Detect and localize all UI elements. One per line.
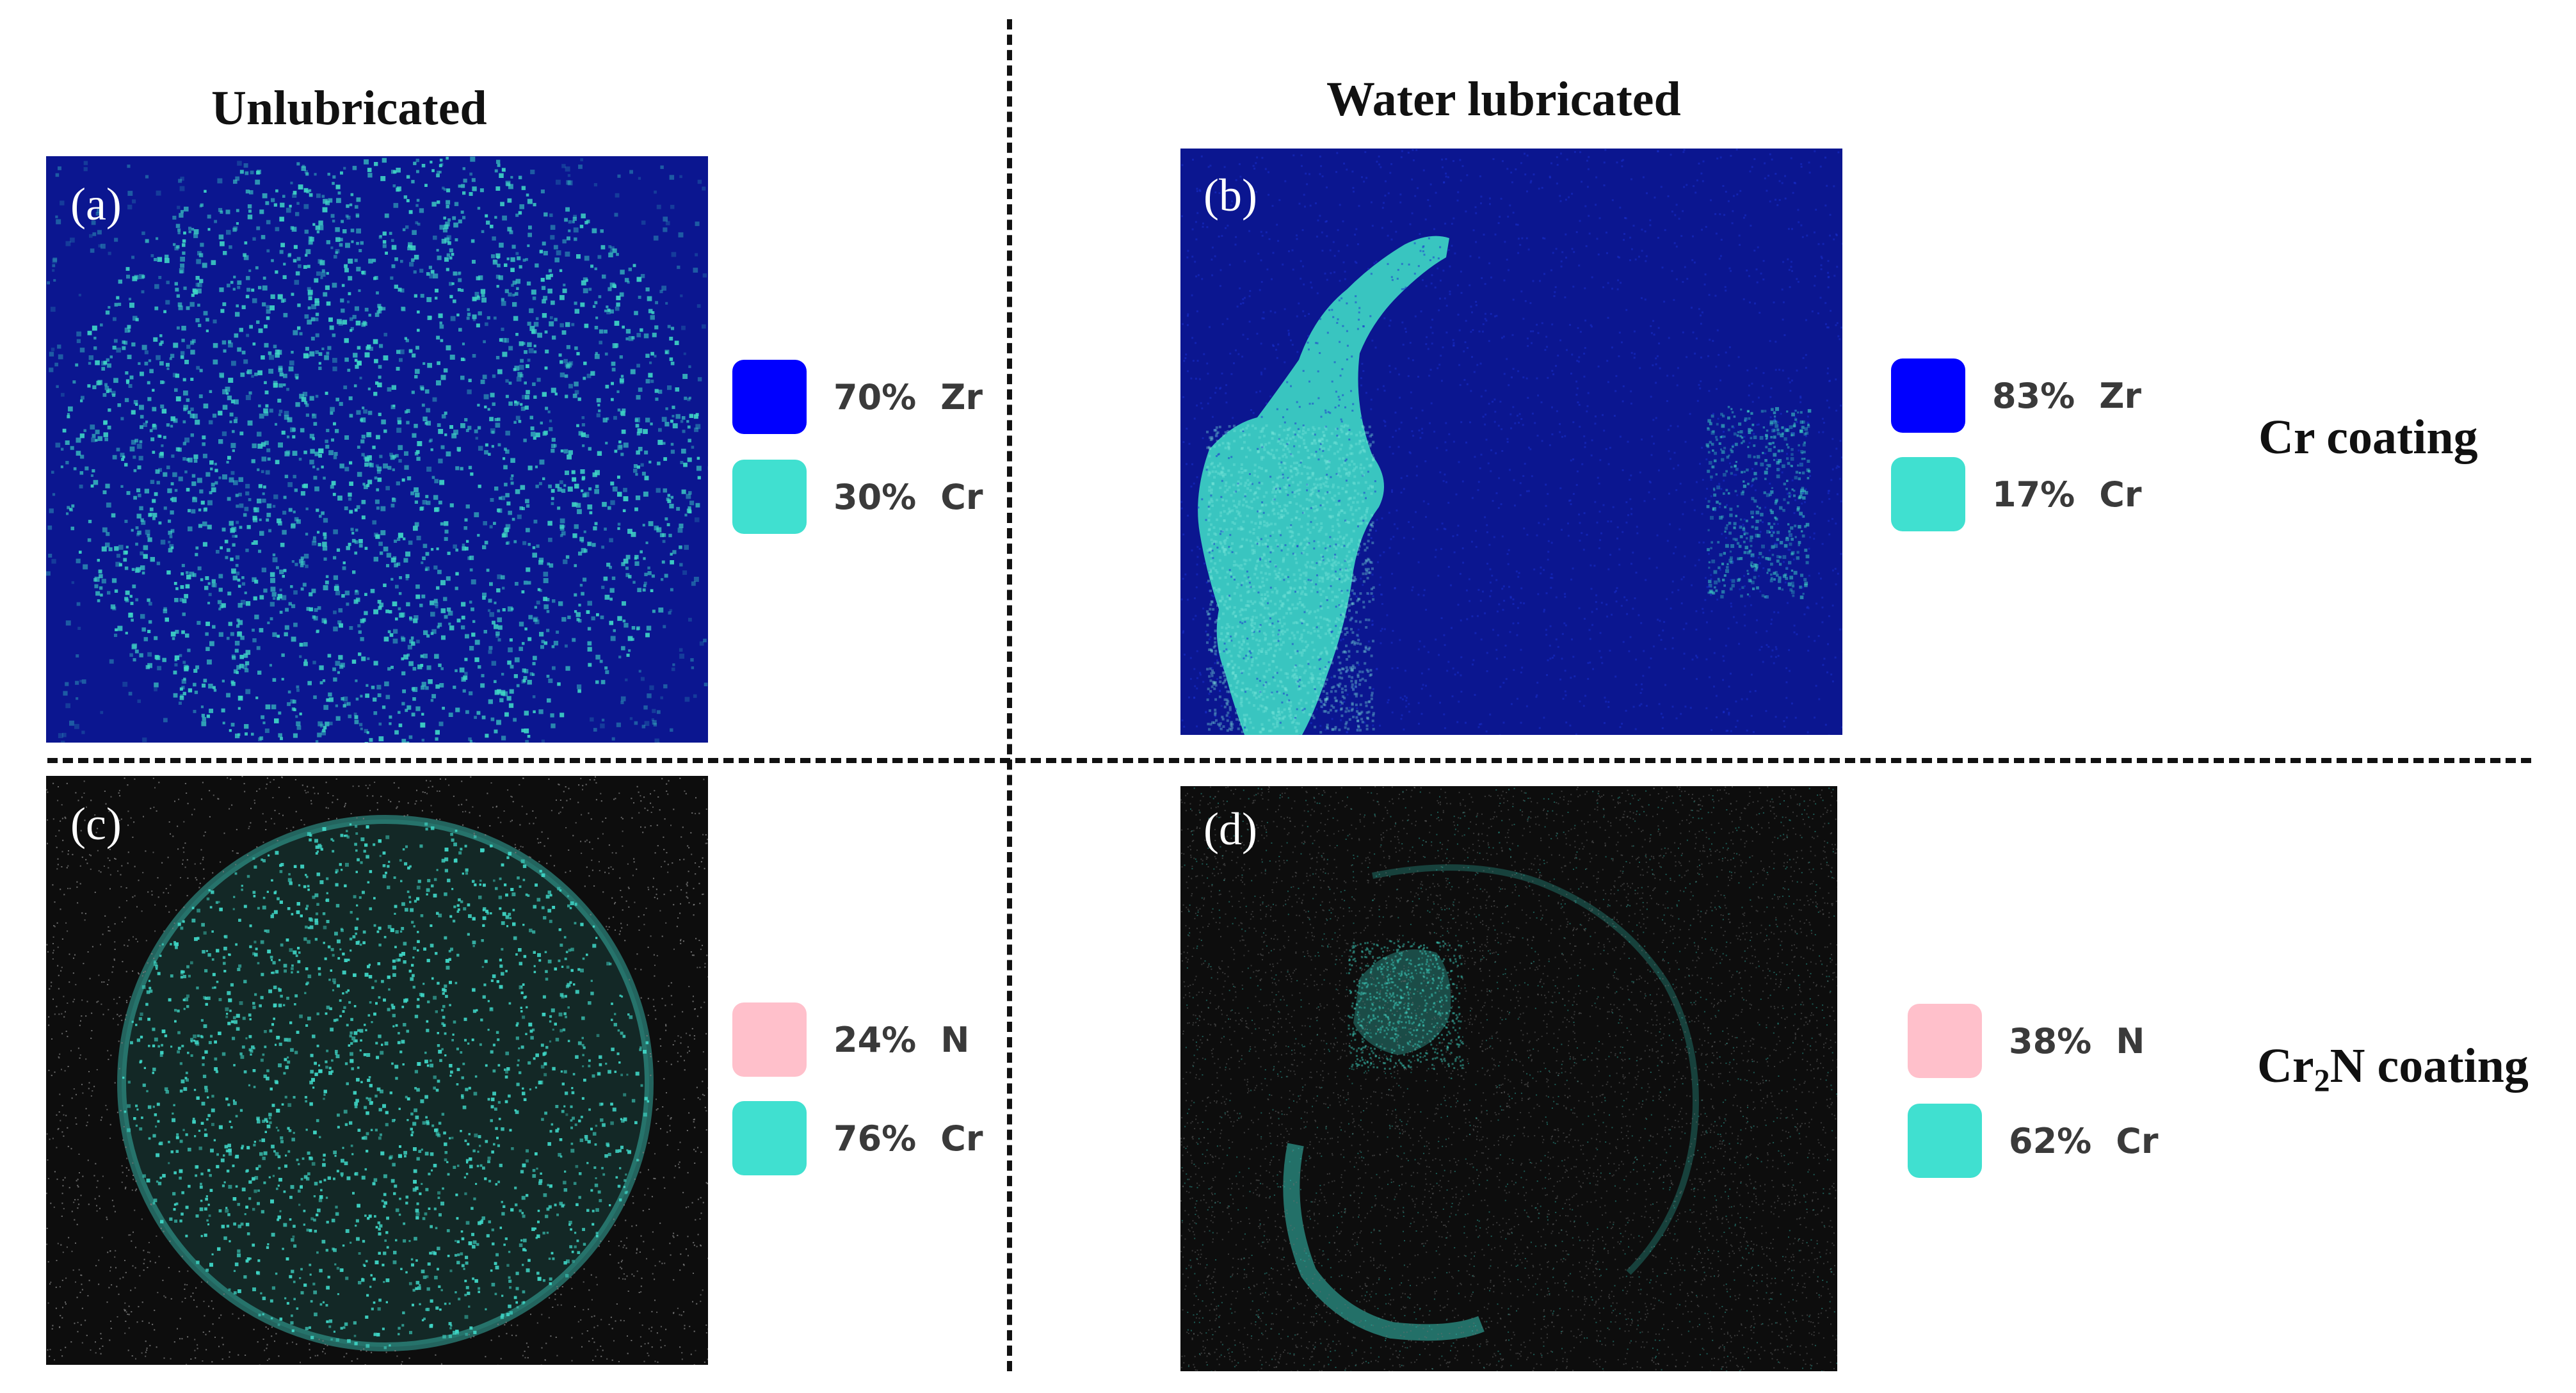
eds-map-a xyxy=(46,156,708,743)
panel-label-b: (b) xyxy=(1203,169,1257,222)
legend-a-row-2: 30% Cr xyxy=(732,460,983,534)
legend-d-pct-2: 62% xyxy=(2009,1121,2091,1161)
legend-d-row-1: 38% N xyxy=(1908,1004,2145,1078)
legend-a-row-1: 70% Zr xyxy=(732,360,983,434)
eds-map-d xyxy=(1180,786,1837,1371)
column-title-water-lubricated: Water lubricated xyxy=(1326,72,1681,127)
legend-c-pct-1: 24% xyxy=(833,1020,916,1060)
legend-d-swatch-1 xyxy=(1908,1004,1982,1078)
legend-c-pct-2: 76% xyxy=(833,1118,916,1159)
legend-c-row-1: 24% N xyxy=(732,1002,969,1077)
eds-map-b-speckle xyxy=(1180,149,1842,735)
panel-label-d: (d) xyxy=(1203,803,1257,856)
legend-b-pct-1: 83% xyxy=(1992,376,2075,416)
legend-c-element-1: N xyxy=(940,1020,969,1060)
eds-map-b xyxy=(1180,149,1842,735)
legend-a-pct-2: 30% xyxy=(833,477,916,517)
eds-map-c-speckle xyxy=(46,776,708,1365)
row-title-cr2n-coating: Cr2N coating xyxy=(2257,1038,2529,1099)
row-title-cr-coating: Cr coating xyxy=(2258,410,2478,465)
eds-map-d-image xyxy=(1180,786,1837,1371)
eds-map-b-image xyxy=(1180,149,1842,735)
legend-a-swatch-1 xyxy=(732,360,807,434)
column-title-unlubricated: Unlubricated xyxy=(211,81,487,136)
legend-d-row-2: 62% Cr xyxy=(1908,1104,2159,1178)
legend-d-element-1: N xyxy=(2116,1021,2145,1061)
eds-map-a-image xyxy=(46,156,708,743)
legend-c-row-2: 76% Cr xyxy=(732,1101,983,1175)
eds-map-a-speckle xyxy=(46,156,708,743)
legend-c-swatch-2 xyxy=(732,1101,807,1175)
legend-a-element-2: Cr xyxy=(940,477,983,517)
legend-b-element-1: Zr xyxy=(2099,376,2141,416)
eds-map-c xyxy=(46,776,708,1365)
panel-label-c: (c) xyxy=(70,798,122,851)
legend-a-swatch-2 xyxy=(732,460,807,534)
legend-d-pct-1: 38% xyxy=(2009,1021,2091,1061)
legend-c-swatch-1 xyxy=(732,1002,807,1077)
panel-label-a: (a) xyxy=(70,178,122,231)
legend-b-pct-2: 17% xyxy=(1992,474,2075,515)
legend-d-element-2: Cr xyxy=(2116,1121,2158,1161)
legend-b-row-1: 83% Zr xyxy=(1891,358,2141,433)
legend-a-pct-1: 70% xyxy=(833,377,916,417)
legend-b-swatch-1 xyxy=(1891,358,1965,433)
legend-b-element-2: Cr xyxy=(2099,474,2141,515)
horizontal-divider xyxy=(47,758,2531,763)
legend-b-row-2: 17% Cr xyxy=(1891,457,2142,531)
legend-d-swatch-2 xyxy=(1908,1104,1982,1178)
vertical-divider xyxy=(1007,19,1012,1371)
legend-a-element-1: Zr xyxy=(940,377,983,417)
legend-c-element-2: Cr xyxy=(940,1118,983,1159)
eds-map-d-speckle xyxy=(1180,786,1837,1371)
legend-b-swatch-2 xyxy=(1891,457,1965,531)
eds-map-c-image xyxy=(46,776,708,1365)
